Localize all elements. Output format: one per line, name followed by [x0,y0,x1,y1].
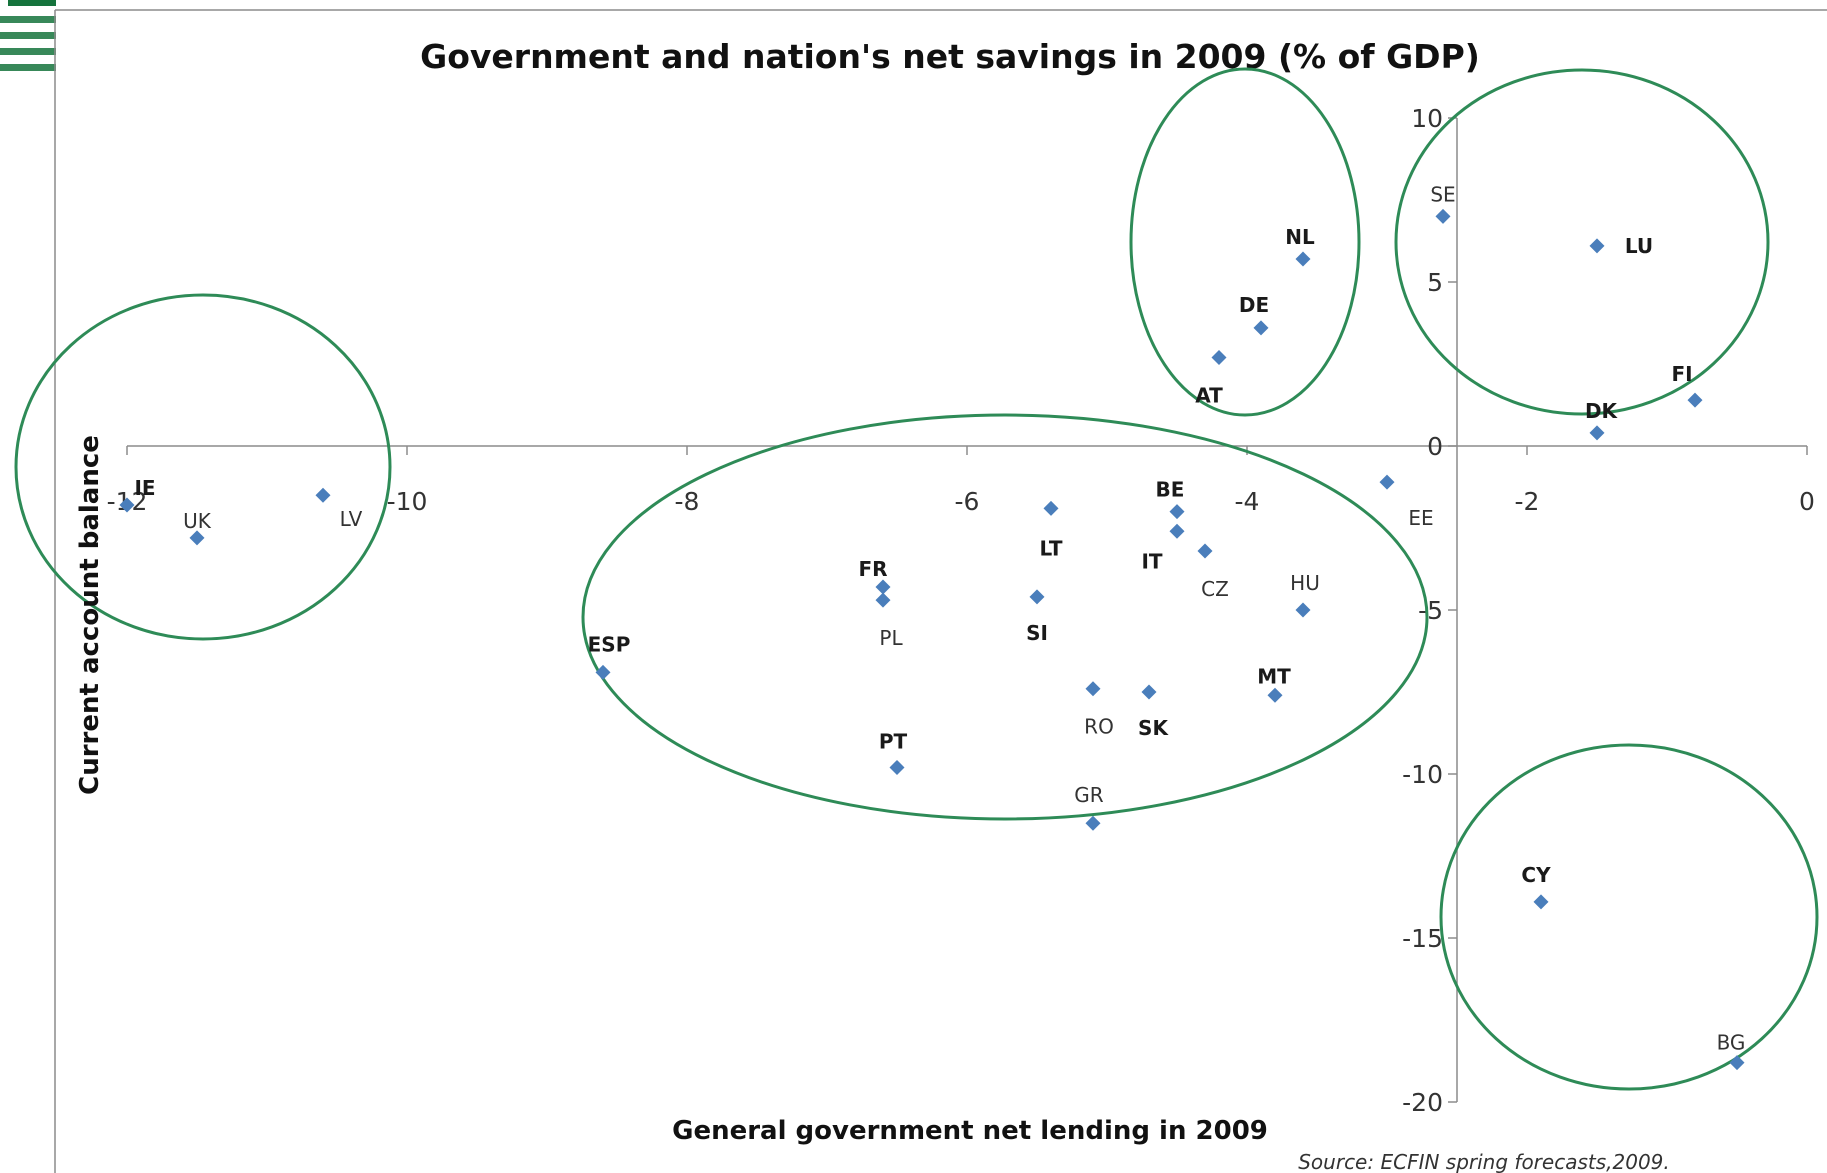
data-points: IE UK LV ESP FR PL PT LT SI RO GR SK BE IT CZ HU MT AT DE N… [119,182,1746,1071]
x-tick-label: 0 [1799,487,1815,516]
point-marker-fi [1687,392,1703,408]
x-tick-label: -10 [387,487,428,516]
point-label-be: BE [1156,478,1185,502]
point-marker-de [1253,320,1269,336]
y-tick-label: 5 [1427,268,1443,297]
point-label-de: DE [1239,293,1269,317]
point-marker-nl [1295,251,1311,267]
cluster-ellipse [581,413,1429,821]
point-marker-lu [1589,238,1605,254]
y-tick-label: -10 [1402,760,1443,789]
point-marker-bg [1729,1055,1745,1071]
chart-title: Government and nation's net savings in 2… [420,37,1480,76]
x-tick-label: -6 [955,487,980,516]
point-marker-esp [595,664,611,680]
point-label-lv: LV [340,507,363,531]
point-label-sk: SK [1138,716,1169,740]
point-marker-sk [1141,684,1157,700]
point-label-lt: LT [1039,536,1062,560]
point-label-lu: LU [1625,234,1653,258]
point-label-hu: HU [1290,571,1320,595]
point-label-fr: FR [858,557,887,581]
cluster-ellipse [14,293,392,641]
point-marker-at [1211,349,1227,365]
point-label-ro: RO [1084,715,1114,739]
logo [0,0,56,76]
point-marker-cz [1197,543,1213,559]
point-marker-lv [315,487,331,503]
y-axis-title: Current account balance [75,435,105,795]
point-label-si: SI [1026,621,1048,645]
y-tick-label: 0 [1427,432,1443,461]
point-marker-lt [1043,500,1059,516]
y-tick-label: -15 [1402,924,1443,953]
point-label-ee: EE [1408,506,1433,530]
point-label-bg: BG [1717,1031,1746,1055]
point-label-cy: CY [1521,863,1551,887]
point-marker-ie [119,497,135,513]
point-label-at: AT [1195,383,1223,407]
y-tick-label: 10 [1411,104,1443,133]
point-label-pl: PL [879,626,903,650]
point-label-dk: DK [1585,399,1619,423]
point-marker-cy [1533,894,1549,910]
point-label-it: IT [1141,549,1162,573]
y-tick-label: -5 [1418,596,1443,625]
x-tick-label: -8 [675,487,700,516]
point-label-pt: PT [879,729,908,753]
point-label-gr: GR [1074,783,1103,807]
point-label-esp: ESP [588,632,631,656]
point-label-mt: MT [1257,664,1291,688]
source-note: Source: ECFIN spring forecasts,2009. [1298,1150,1670,1173]
point-marker-it [1169,523,1185,539]
cluster-ellipses [14,67,1819,1091]
x-tick-label: -4 [1235,487,1260,516]
point-label-fi: FI [1671,362,1692,386]
point-marker-pt [889,759,905,775]
point-label-nl: NL [1285,225,1315,249]
x-tick-label: -2 [1515,487,1540,516]
point-marker-dk [1589,425,1605,441]
point-marker-pl [875,592,891,608]
point-label-cz: CZ [1201,577,1229,601]
point-marker-ro [1085,681,1101,697]
point-marker-ee [1379,474,1395,490]
point-marker-mt [1267,687,1283,703]
point-marker-hu [1295,602,1311,618]
point-label-ie: IE [134,476,155,500]
point-marker-be [1169,504,1185,520]
point-marker-se [1435,208,1451,224]
point-marker-gr [1085,815,1101,831]
cluster-ellipse [1129,67,1361,417]
y-tick-label: -20 [1402,1088,1443,1117]
point-label-se: SE [1430,182,1455,206]
x-axis-title: General government net lending in 2009 [672,1116,1268,1146]
point-label-uk: UK [183,509,212,533]
point-marker-si [1029,589,1045,605]
cluster-ellipse [1394,68,1770,416]
point-marker-uk [189,530,205,546]
cluster-ellipse [1439,743,1819,1091]
point-marker-fr [875,579,891,595]
